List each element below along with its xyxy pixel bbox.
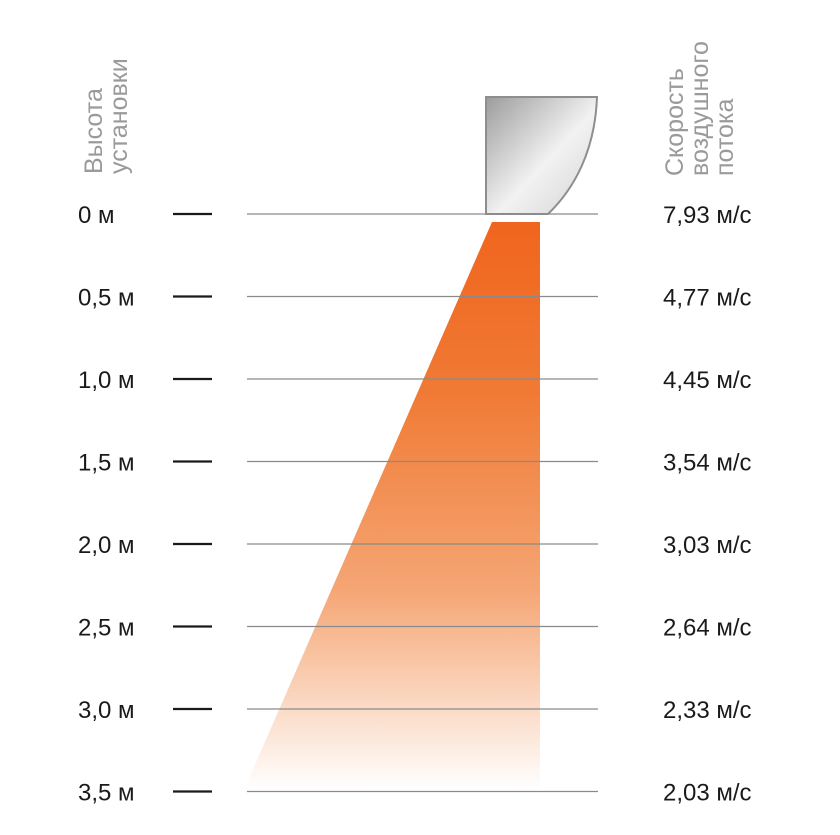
speed-label: 2,33 м/с	[663, 697, 752, 724]
speed-title-line-1: Скорость	[661, 68, 689, 176]
height-label: 3,5 м	[78, 780, 135, 807]
height-rows: 0 м 7,93 м/с 0,5 м 4,77 м/с 1,0 м 4,45 м/с 1,5…	[78, 202, 752, 807]
speed-title-line-3: потока	[711, 99, 739, 176]
speed-label: 2,03 м/с	[663, 780, 752, 807]
height-axis-title: Высота установки	[80, 58, 133, 174]
speed-label: 2,64 м/с	[663, 615, 752, 642]
speed-label: 4,45 м/с	[663, 367, 752, 394]
speed-label: 4,77 м/с	[663, 285, 752, 312]
speed-label: 3,54 м/с	[663, 450, 752, 477]
height-label: 1,0 м	[78, 367, 135, 394]
speed-title-line-2: воздушного	[686, 41, 714, 176]
air-curtain-unit-icon	[485, 96, 599, 215]
air-stream	[244, 222, 540, 790]
height-label: 1,5 м	[78, 450, 135, 477]
height-label: 2,0 м	[78, 532, 135, 559]
speed-axis-title: Скорость воздушного потока	[661, 34, 739, 176]
height-label: 3,0 м	[78, 697, 135, 724]
height-title-line-1: Высота	[80, 88, 108, 174]
speed-label: 3,03 м/с	[663, 532, 752, 559]
height-label: 0 м	[78, 202, 115, 229]
height-label: 0,5 м	[78, 285, 135, 312]
height-title-line-2: установки	[105, 58, 133, 174]
speed-label: 7,93 м/с	[663, 202, 752, 229]
height-label: 2,5 м	[78, 615, 135, 642]
